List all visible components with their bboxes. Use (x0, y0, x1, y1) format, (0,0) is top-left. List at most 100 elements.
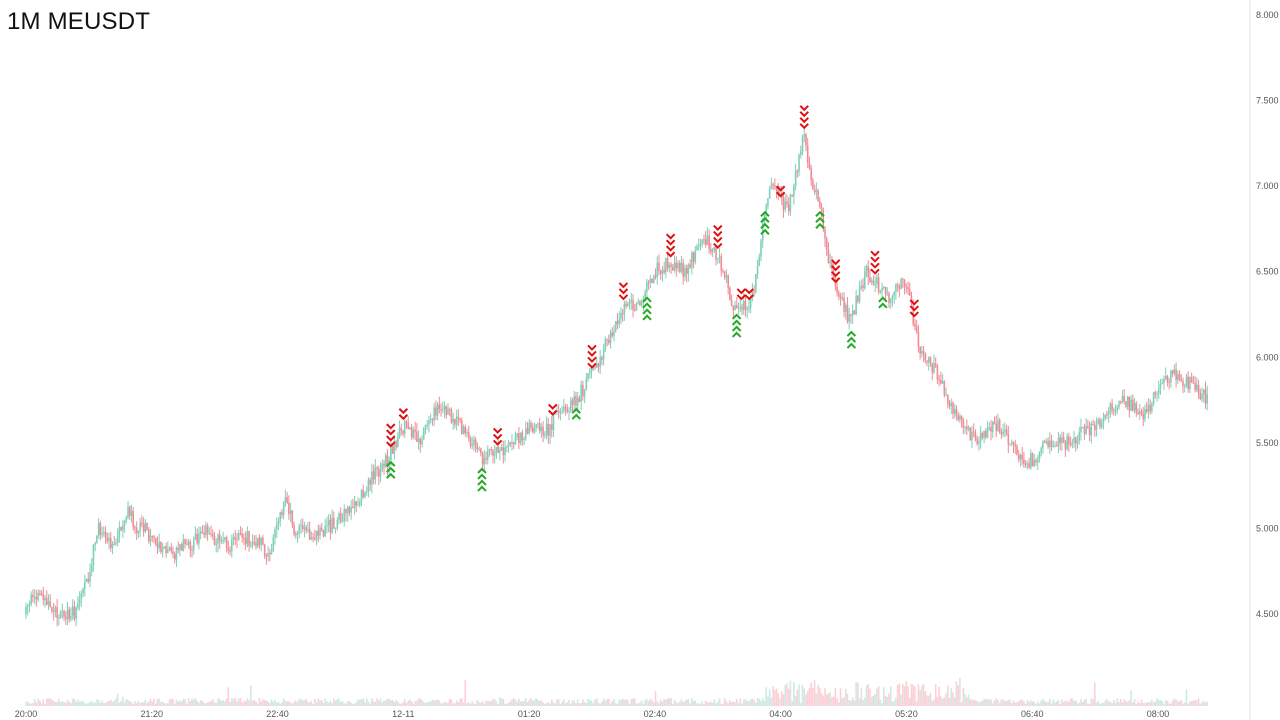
volume-bar (417, 698, 420, 706)
volume-bar (673, 700, 676, 706)
volume-bar (279, 703, 282, 706)
volume-bar (895, 697, 897, 706)
candle-body (1194, 382, 1196, 391)
candle-body (578, 397, 581, 403)
volume-bar (1012, 700, 1015, 706)
candle-body (540, 426, 543, 432)
volume-bar (651, 700, 653, 706)
candle-body (903, 279, 906, 287)
volume-bar (940, 695, 942, 706)
volume-bar (403, 698, 406, 706)
candle-body (969, 427, 972, 441)
volume-bar (609, 703, 612, 706)
volume-bar (282, 698, 285, 706)
volume-bar (97, 699, 100, 706)
candle-body (685, 267, 688, 274)
volume-bar (52, 700, 55, 706)
candle-body (640, 302, 643, 305)
volume-bar (1192, 700, 1195, 706)
volume-bar (300, 698, 302, 706)
candle-body (675, 262, 678, 269)
candle-body (291, 510, 294, 525)
volume-bar (108, 700, 110, 706)
volume-bar (1135, 703, 1138, 706)
candle-body (383, 463, 385, 467)
candle-body (320, 527, 323, 531)
volume-bar (500, 698, 503, 706)
volume-bar (1183, 702, 1186, 706)
volume-bar (870, 696, 873, 706)
candle-body (196, 533, 199, 544)
candle-body (931, 363, 934, 373)
sell-marker (492, 427, 503, 434)
candle-body (52, 611, 55, 613)
candle-body (75, 607, 77, 619)
candle-body (587, 373, 589, 379)
volume-bar (670, 698, 672, 706)
volume-bar (341, 701, 344, 706)
volume-bar (1125, 700, 1127, 706)
volume-bar (518, 698, 520, 706)
volume-bar (514, 699, 517, 706)
volume-bar (914, 686, 916, 706)
volume-bar (277, 701, 280, 706)
candle-body (1047, 440, 1049, 447)
volume-bar (378, 700, 380, 706)
volume-bar (194, 698, 197, 706)
candle-body (672, 266, 674, 271)
candle-body (443, 406, 446, 410)
volume-bar (952, 692, 954, 706)
volume-bar (101, 700, 103, 706)
candle-body (461, 420, 463, 434)
candle-body (825, 238, 828, 250)
candle-body (1036, 459, 1039, 463)
volume-bar (663, 698, 665, 706)
buy-marker (642, 308, 652, 315)
sell-marker (775, 185, 786, 192)
candle-body (997, 420, 999, 431)
sell-marker (736, 294, 747, 301)
candle-body (128, 506, 131, 516)
candle-body (680, 262, 683, 272)
volume-bar (905, 680, 908, 706)
volume-bar (296, 701, 299, 706)
candle-body (1016, 446, 1018, 455)
candle-body (1149, 404, 1151, 412)
candle-body (796, 171, 799, 173)
candle-body (137, 531, 140, 534)
candle-body (362, 490, 365, 498)
candle-body (90, 565, 93, 572)
volume-bar (113, 700, 116, 706)
volume-bar (447, 702, 449, 706)
candle-body (284, 497, 287, 502)
volume-bar (701, 701, 704, 706)
candle-body (99, 523, 102, 535)
candle-body (217, 534, 219, 544)
volume-bar (92, 702, 95, 706)
volume-bar (412, 703, 415, 706)
volume-bar (696, 703, 698, 706)
candle-body (1206, 394, 1209, 404)
volume-bar (780, 691, 783, 706)
candle-body (184, 539, 186, 544)
candle-body (1100, 423, 1103, 427)
volume-bar (1097, 701, 1100, 706)
candle-body (952, 402, 954, 414)
volume-bar (620, 700, 622, 706)
candle-body (1161, 383, 1164, 385)
volume-bar (661, 701, 664, 706)
candle-body (902, 279, 904, 281)
candle-body (789, 194, 792, 212)
candle-body (758, 256, 761, 267)
volume-bar (78, 701, 81, 706)
candle-body (94, 542, 96, 546)
candle-body (1004, 429, 1006, 432)
volume-bar (540, 700, 543, 706)
buy-marker (477, 485, 487, 492)
volume-bar (843, 697, 845, 706)
candle-body (486, 450, 489, 460)
candle-body (511, 442, 513, 445)
y-tick-label: 7.500 (1256, 96, 1279, 106)
volume-bar (1099, 703, 1101, 706)
